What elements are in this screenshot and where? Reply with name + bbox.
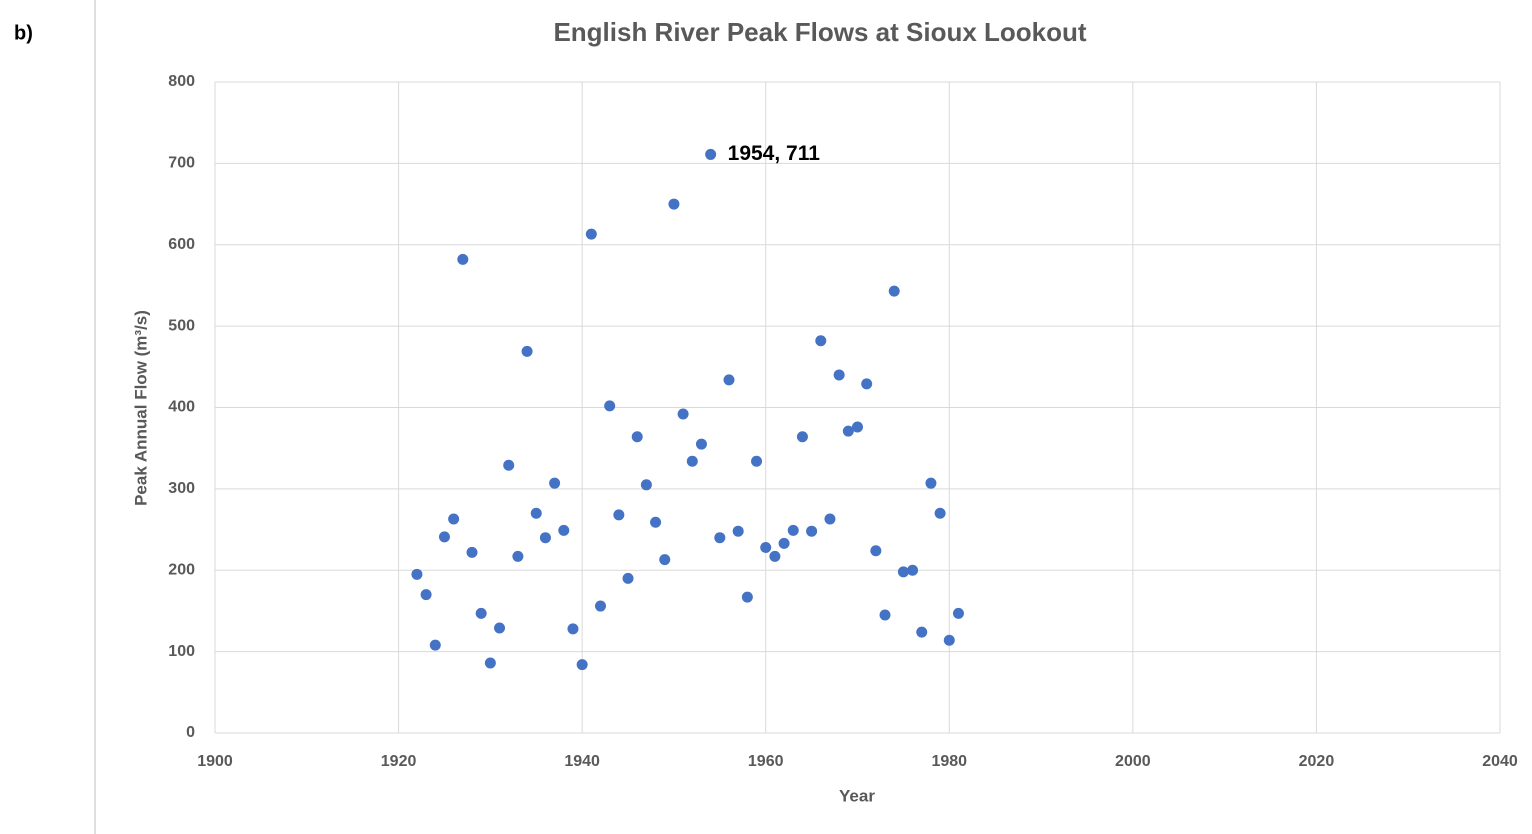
x-tick-label: 2040 <box>1482 753 1518 770</box>
point <box>438 531 450 543</box>
point <box>659 554 671 566</box>
point <box>943 634 955 646</box>
x-tick-label: 1900 <box>197 753 233 770</box>
point <box>567 623 579 635</box>
y-tick-label: 300 <box>168 480 195 497</box>
y-tick-label: 400 <box>168 399 195 416</box>
point <box>631 431 643 443</box>
point <box>677 408 689 420</box>
y-tick-label: 500 <box>168 317 195 334</box>
y-tick-label: 600 <box>168 236 195 253</box>
point <box>833 369 845 381</box>
point <box>585 228 597 240</box>
x-tick-label: 1940 <box>564 753 600 770</box>
point <box>796 431 808 443</box>
data-label: 1954, 711 <box>728 142 821 165</box>
point <box>897 566 909 578</box>
point <box>530 507 542 519</box>
point <box>714 532 726 544</box>
point <box>861 378 873 390</box>
point <box>429 639 441 651</box>
point <box>760 541 772 553</box>
point <box>411 568 423 580</box>
point <box>686 455 698 467</box>
point <box>824 513 836 525</box>
y-tick-label: 700 <box>168 155 195 172</box>
point <box>916 626 928 638</box>
point <box>842 425 854 437</box>
point <box>732 525 744 537</box>
point <box>576 659 588 671</box>
point <box>806 525 818 537</box>
point <box>934 507 946 519</box>
point <box>549 477 561 489</box>
point <box>595 600 606 612</box>
point <box>668 198 680 210</box>
point <box>420 589 432 601</box>
point <box>888 285 900 297</box>
point <box>512 550 524 562</box>
point <box>925 477 937 489</box>
point <box>815 335 827 347</box>
chart-title: English River Peak Flows at Sioux Lookou… <box>553 17 1086 47</box>
point <box>640 479 652 491</box>
point <box>769 550 781 562</box>
point <box>613 509 625 521</box>
y-tick-label: 800 <box>168 73 195 90</box>
x-tick-label: 1920 <box>381 753 417 770</box>
point <box>751 455 763 467</box>
y-tick-label: 100 <box>168 643 195 660</box>
point <box>787 524 799 536</box>
point <box>723 374 735 386</box>
point <box>622 572 634 584</box>
point <box>448 513 460 525</box>
point <box>778 537 790 549</box>
y-tick-label: 200 <box>168 561 195 578</box>
x-axis-label: Year <box>839 786 875 805</box>
x-tick-label: 2000 <box>1115 753 1151 770</box>
point <box>475 607 487 619</box>
point <box>539 532 551 544</box>
point <box>604 400 616 412</box>
point <box>494 622 506 634</box>
point <box>466 546 478 558</box>
x-tick-label: 2020 <box>1299 753 1335 770</box>
x-tick-label: 1960 <box>748 753 784 770</box>
point <box>457 253 469 265</box>
point <box>503 459 515 471</box>
point <box>484 657 496 669</box>
y-axis-label: Peak Annual Flow (m³/s) <box>131 310 150 506</box>
point <box>907 564 919 576</box>
x-tick-label: 1980 <box>931 753 967 770</box>
y-tick-label: 0 <box>186 724 195 741</box>
point <box>870 545 882 557</box>
point <box>852 421 863 433</box>
point <box>952 607 964 619</box>
point <box>695 438 707 450</box>
point <box>705 148 717 160</box>
point <box>741 591 753 603</box>
panel-label: b) <box>14 22 33 44</box>
point <box>879 609 891 621</box>
point <box>650 516 662 528</box>
point <box>558 524 570 536</box>
point <box>521 345 533 357</box>
